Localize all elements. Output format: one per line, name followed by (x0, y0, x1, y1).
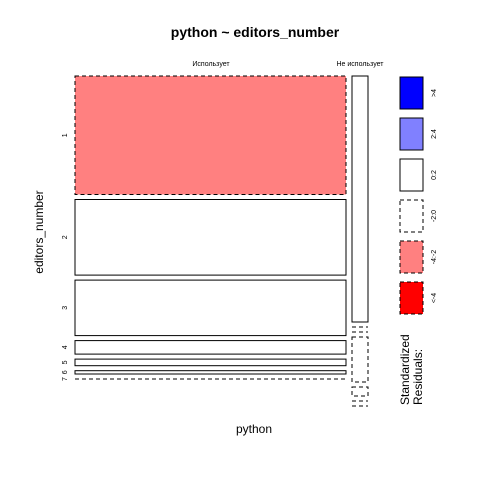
tile-not-uses-row-5 (351, 386, 369, 397)
column-label-not-uses: Не использует (337, 61, 385, 68)
row-label-7: 7 (62, 377, 69, 381)
tile-uses-row-1 (74, 75, 347, 195)
legend-swatch-5 (399, 281, 424, 315)
legend-title-line1: Standardized (398, 334, 412, 405)
legend-label-0: >4 (431, 89, 438, 97)
tile-uses-row-6 (74, 370, 347, 375)
legend-label-1: 2:4 (431, 129, 438, 139)
row-label-3: 3 (62, 306, 69, 310)
tile-uses-row-2 (74, 199, 347, 276)
legend-swatch-4 (399, 240, 424, 274)
mosaic-tiles (74, 75, 369, 407)
y-axis-label: editors_number (32, 190, 46, 273)
legend-swatch-2 (399, 158, 424, 192)
row-label-2: 2 (62, 235, 69, 239)
residual-legend: >4 2:4 0:2 -2:0 -4:-2 <-4 (399, 76, 438, 315)
row-label-4: 4 (62, 345, 69, 349)
legend-title-line2: Residuals: (411, 349, 425, 405)
x-axis-label: python (236, 422, 272, 436)
legend-label-4: -4:-2 (431, 250, 438, 265)
column-label-uses: Использует (192, 61, 230, 68)
legend-swatch-0 (399, 76, 424, 110)
tile-uses-row-4 (74, 340, 347, 355)
legend-label-3: -2:0 (431, 210, 438, 222)
legend-label-5: <-4 (431, 293, 438, 303)
legend-swatch-3 (399, 199, 424, 233)
tile-not-uses-row-4 (351, 336, 369, 383)
row-label-6: 6 (62, 370, 69, 374)
tile-uses-row-3 (74, 279, 347, 337)
legend-swatch-1 (399, 117, 424, 151)
row-label-5: 5 (62, 360, 69, 364)
chart-title: python ~ editors_number (171, 24, 340, 40)
row-labels: 1 2 3 4 5 6 7 (62, 133, 69, 381)
legend-label-2: 0:2 (431, 170, 438, 180)
tile-not-uses-row-1 (351, 75, 369, 323)
tile-uses-row-5 (74, 358, 347, 367)
row-label-1: 1 (62, 133, 69, 137)
